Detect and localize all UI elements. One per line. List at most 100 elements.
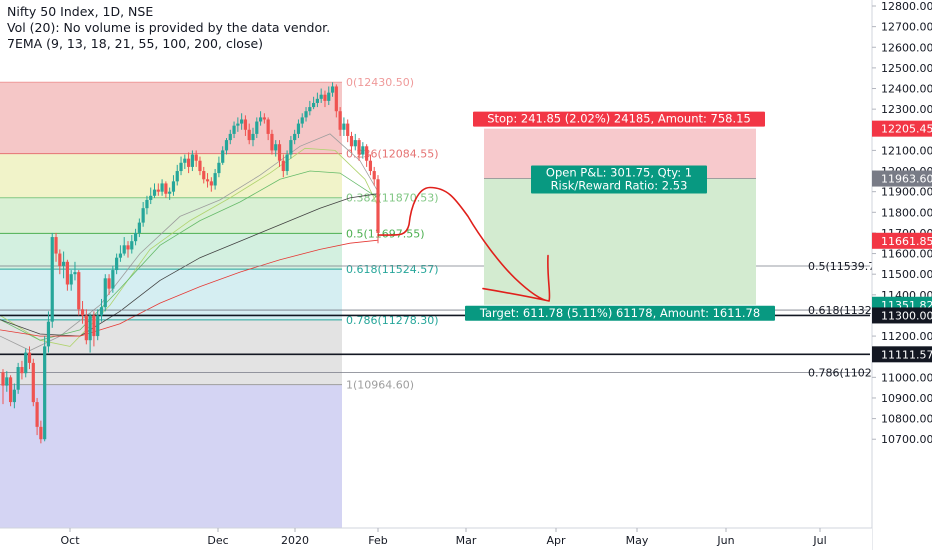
candle-body	[277, 144, 282, 161]
candle-body	[58, 253, 62, 266]
candle-body	[232, 125, 236, 134]
candle-body	[141, 208, 145, 223]
price-tag-box	[872, 346, 932, 363]
candle-body	[1, 372, 5, 386]
time-tick-label: Apr	[546, 534, 566, 547]
time-tick-label: Oct	[60, 534, 80, 547]
candle-body	[43, 346, 47, 440]
fib-zone	[0, 269, 342, 320]
candle-body	[54, 237, 58, 254]
time-tick-label: Jun	[716, 534, 734, 547]
candle-body	[361, 146, 365, 155]
candle-body	[217, 162, 221, 174]
fib-level-label: 0.5(11697.55)	[346, 227, 425, 240]
candle-body	[353, 140, 357, 147]
candle-body	[111, 270, 115, 289]
fibonacci-retracement[interactable]: 0(12430.50) 0.236(12084.55) 0.382(11870.53…	[0, 76, 439, 528]
candle-body	[198, 160, 202, 172]
candle-body	[274, 144, 278, 151]
candle-body	[24, 352, 28, 374]
candle-body	[357, 140, 361, 155]
price-tag-box	[872, 232, 932, 249]
candle-body	[296, 123, 301, 134]
fib-level-label: 0.382(11870.53)	[346, 192, 439, 205]
price-tick-label: 11200.00	[881, 330, 932, 343]
price-tag-label: 11300.00	[881, 309, 932, 322]
time-axis-background	[0, 528, 872, 550]
candle-body	[168, 191, 172, 194]
candle-body	[334, 86, 338, 112]
candle-body	[247, 129, 251, 141]
fib-level-label: 0.236(12084.55)	[346, 148, 439, 161]
price-tick-label: 10800.00	[881, 413, 932, 426]
price-tick-label: 12600.00	[881, 41, 932, 54]
price-tick-label: 11000.00	[881, 371, 932, 384]
candle-body	[349, 135, 354, 147]
candle-body	[20, 367, 24, 374]
candle-body	[251, 133, 255, 141]
pnl-label-box	[531, 165, 707, 194]
candle-body	[213, 173, 217, 186]
fib-level-label: 0(12430.50)	[346, 76, 414, 89]
price-axis[interactable]: 10700.0010800.0010900.0011000.0011100.00…	[871, 0, 932, 550]
ema-lines	[0, 133, 379, 351]
projection-path	[377, 186, 551, 302]
ema-line	[0, 239, 379, 337]
candle-body	[145, 199, 149, 209]
candle-body	[133, 232, 138, 242]
candle-body	[171, 181, 176, 192]
stop-label: Stop: 241.85 (2.02%) 24185, Amount: 758.…	[487, 112, 751, 126]
candle-body	[137, 222, 141, 233]
candle-body	[323, 94, 327, 101]
candle-body	[8, 377, 13, 403]
ema-line	[0, 170, 379, 341]
time-tick-label: Mar	[456, 534, 477, 547]
candle-body	[187, 158, 191, 167]
price-tag-box	[872, 170, 932, 187]
candle-body	[103, 278, 107, 308]
candle-body	[224, 140, 229, 151]
candle-body	[372, 171, 376, 180]
candle-body	[77, 272, 81, 310]
candle-body	[65, 261, 69, 285]
candle-body	[243, 119, 248, 130]
horizontal-lines[interactable]: 0.5(11539.76) 0.618(11326. 0.786(11023.	[0, 260, 887, 380]
candle-body	[293, 133, 297, 141]
candle-body	[122, 245, 126, 254]
time-tick-label: Feb	[368, 534, 387, 547]
legend-volume[interactable]: Vol (20): No volume is provided by the d…	[7, 20, 331, 35]
ema-line	[0, 133, 379, 351]
projection-drawing[interactable]	[377, 186, 551, 302]
price-tick-label: 12800.00	[881, 0, 932, 13]
stop-label-box	[473, 111, 765, 127]
candle-body	[190, 154, 194, 167]
price-tick-label: 11900.00	[881, 186, 932, 199]
target-label-box	[465, 305, 775, 321]
price-tick-label: 12100.00	[881, 144, 932, 157]
candle-body	[330, 86, 335, 93]
fib-zone	[0, 82, 342, 154]
candle-body	[118, 253, 123, 258]
risk-reward-label: Risk/Reward Ratio: 2.53	[551, 179, 688, 193]
target-zone	[484, 178, 756, 305]
price-tick-label: 11800.00	[881, 206, 932, 219]
fib-zone	[0, 197, 342, 234]
price-tick-label: 12700.00	[881, 21, 932, 34]
candle-body	[130, 241, 134, 250]
candle-body	[183, 158, 187, 163]
candle-body	[99, 307, 104, 316]
legend-title[interactable]: Nifty 50 Index, 1D, NSE	[7, 4, 154, 19]
candle-body	[69, 274, 73, 285]
candle-body	[289, 140, 293, 155]
price-tick-label: 12400.00	[881, 83, 932, 96]
time-axis[interactable]: Oct Dec 2020 Feb Mar Apr May Jun Jul	[0, 527, 872, 550]
time-tick-label: Jul	[812, 534, 826, 547]
pnl-label: Open P&L: 301.75, Qty: 1	[546, 166, 692, 180]
legend-ema[interactable]: 7EMA (9, 13, 18, 21, 55, 100, 200, close…	[7, 36, 264, 51]
candle-body	[115, 257, 119, 271]
candle-body	[152, 189, 157, 196]
price-tick-label: 11600.00	[881, 248, 932, 261]
long-position-tool[interactable]: Stop: 241.85 (2.02%) 24185, Amount: 758.…	[465, 111, 775, 321]
